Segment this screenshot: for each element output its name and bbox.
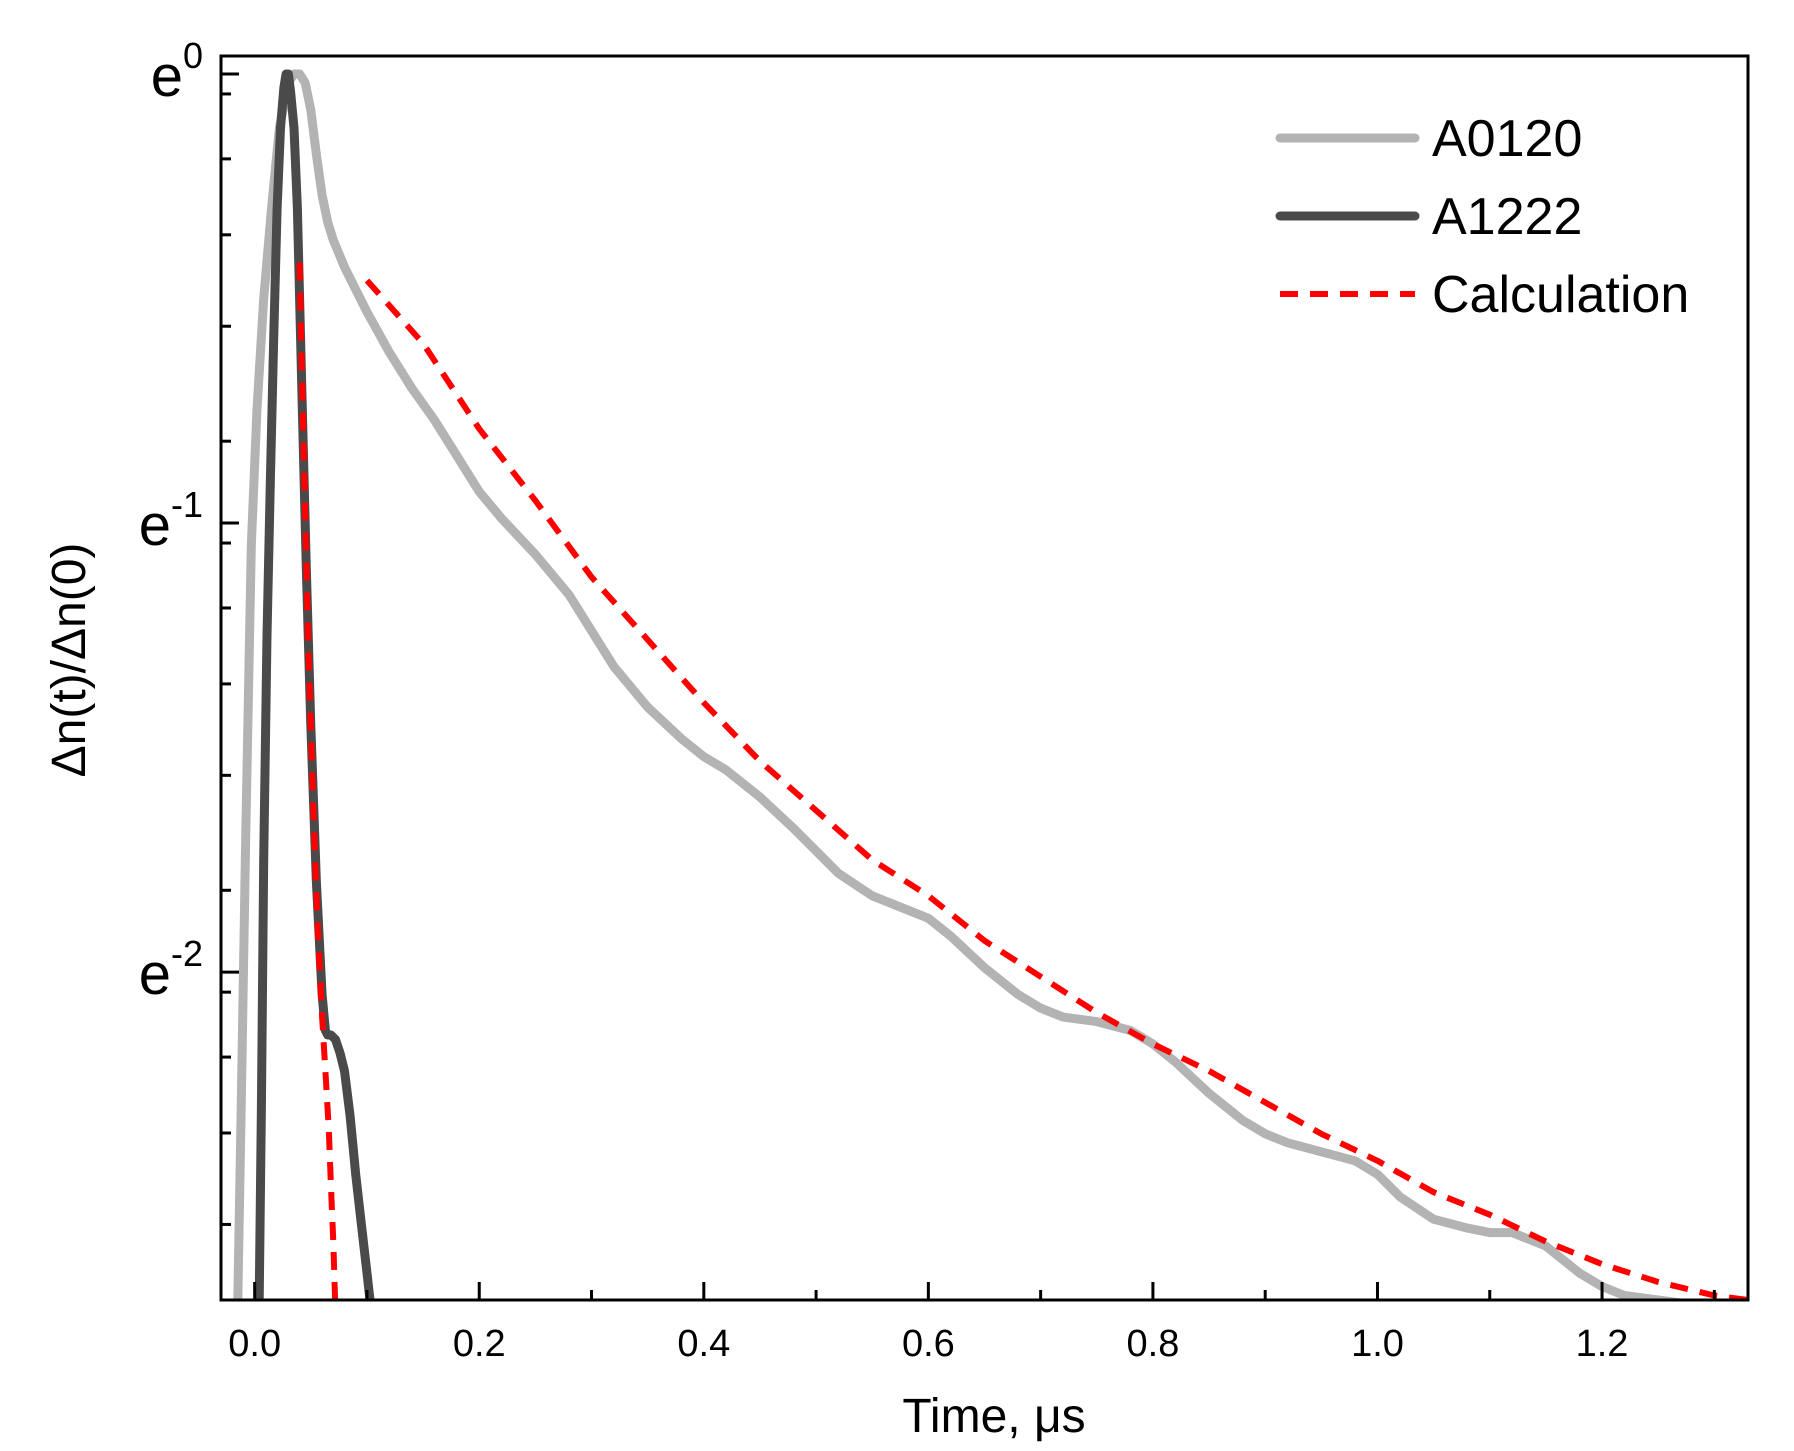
series-line-calculation-1 [296,262,339,1300]
series-group [233,69,1748,1300]
y-axis-title: Δn(t)/Δn(0) [43,543,96,778]
y-tick-base: e [139,493,171,558]
y-tick-exponent: -2 [171,933,203,974]
x-tick-label: 0.4 [677,1323,730,1365]
y-tick-base: e [151,44,183,109]
legend-label: A1222 [1432,188,1582,246]
y-tick-base: e [139,942,171,1007]
legend-label: Calculation [1432,266,1689,324]
x-tick-label: 0.0 [228,1323,281,1365]
series-line-calculation-2 [364,278,1748,1300]
x-tick-label: 1.2 [1576,1323,1629,1365]
plot-frame [219,54,1750,1302]
legend: A0120 A1222 Calculation [1275,110,1689,324]
series-line-a1222 [254,69,375,1300]
series-line-a0120 [233,69,1693,1300]
x-tick-label: 0.2 [453,1323,506,1365]
y-tick-label: e0 [151,35,203,109]
plot-area [233,69,1748,1300]
x-tick-label: 0.6 [902,1323,955,1365]
y-tick-label: e-1 [139,484,203,558]
y-tick-exponent: 0 [183,35,203,76]
x-axis-title: Time, μs [902,1390,1085,1443]
y-tick-exponent: -1 [171,484,203,525]
x-tick-label: 0.8 [1127,1323,1180,1365]
y-tick-label: e-2 [139,933,203,1007]
x-tick-label: 1.0 [1351,1323,1404,1365]
legend-label: A0120 [1432,110,1582,168]
